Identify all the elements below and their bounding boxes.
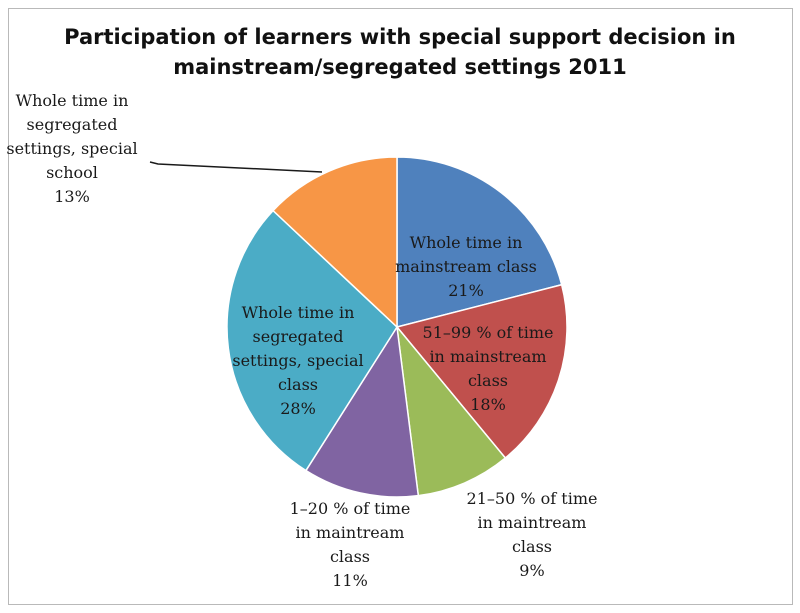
pie-slice-5 xyxy=(226,209,398,472)
leader-line xyxy=(149,161,323,173)
chart-title-line-1: Participation of learners with special s… xyxy=(64,25,736,49)
slice-label-1: Whole time in mainstream class 21% xyxy=(395,233,537,300)
slice-label-5: Whole time in segregated settings, special… xyxy=(232,303,363,418)
pie-slice-2 xyxy=(395,283,568,460)
slice-label-2: 51–99 % of time in mainstream class 18% xyxy=(423,323,554,414)
pie-slice-4 xyxy=(304,324,420,498)
slice-labels: Whole time in mainstream class 21% 51–99 % … xyxy=(6,91,597,590)
pie-slice-1 xyxy=(396,156,563,328)
slice-label-6: Whole time in segregated settings, special… xyxy=(6,91,137,206)
chart-title: Participation of learners with special s… xyxy=(0,22,800,82)
pie-slice-6 xyxy=(272,156,398,329)
slice-label-3: 21–50 % of time in maintream class 9% xyxy=(467,489,598,580)
pie-slices xyxy=(226,156,568,498)
slice-label-4: 1–20 % of time in maintream class 11% xyxy=(290,499,411,590)
chart-title-line-2: mainstream/segregated settings 2011 xyxy=(173,55,627,79)
pie-slice-3 xyxy=(395,324,507,497)
